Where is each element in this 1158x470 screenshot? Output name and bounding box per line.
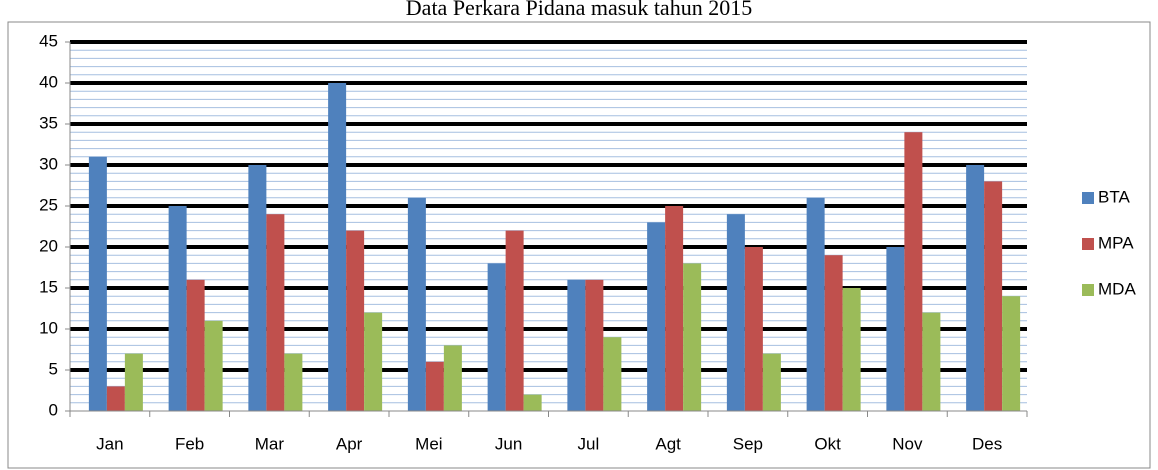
bar — [124, 353, 143, 411]
x-tick-label: Jul — [578, 434, 600, 453]
bar — [248, 165, 267, 411]
bar — [425, 361, 444, 411]
bar — [266, 214, 285, 411]
bar — [683, 263, 702, 411]
bar — [88, 156, 107, 411]
legend-label: MDA — [1098, 279, 1136, 298]
bar — [523, 394, 542, 411]
bar — [567, 279, 586, 411]
x-tick-label: Nov — [892, 434, 923, 453]
y-tick-label: 35 — [39, 113, 58, 132]
bar — [443, 345, 462, 411]
bar — [806, 197, 825, 411]
x-tick-label: Mei — [415, 434, 442, 453]
bar — [346, 230, 365, 411]
chart-title: Data Perkara Pidana masuk tahun 2015 — [406, 0, 752, 20]
x-tick-label: Jan — [96, 434, 123, 453]
y-tick-label: 40 — [39, 72, 58, 91]
bar — [824, 255, 843, 411]
x-tick-label: Jun — [495, 434, 522, 453]
x-tick-label: Agt — [655, 434, 681, 453]
bar — [505, 230, 524, 411]
y-tick-label: 5 — [49, 359, 58, 378]
y-tick-label: 15 — [39, 277, 58, 296]
bar — [487, 263, 506, 411]
bar — [762, 353, 781, 411]
y-tick-label: 25 — [39, 195, 58, 214]
bar — [585, 279, 604, 411]
bar — [603, 337, 622, 411]
bar — [665, 206, 684, 411]
bar — [647, 222, 666, 411]
bar — [744, 247, 763, 411]
legend-label: MPA — [1098, 233, 1134, 252]
bar — [168, 206, 187, 411]
y-tick-label: 45 — [39, 31, 58, 50]
x-tick-label: Okt — [814, 434, 841, 453]
bar — [204, 320, 223, 411]
legend-swatch — [1082, 192, 1094, 204]
legend-label: BTA — [1098, 187, 1130, 206]
bar — [966, 165, 985, 411]
x-tick-label: Des — [972, 434, 1002, 453]
bar — [364, 312, 383, 411]
bar — [886, 247, 905, 411]
x-tick-label: Feb — [175, 434, 204, 453]
bar — [922, 312, 941, 411]
bar — [284, 353, 303, 411]
bar — [904, 132, 923, 411]
bar — [842, 288, 861, 411]
legend-swatch — [1082, 284, 1094, 296]
y-tick-label: 20 — [39, 236, 58, 255]
bar — [186, 279, 205, 411]
bar — [1002, 296, 1021, 411]
y-tick-label: 10 — [39, 318, 58, 337]
y-tick-label: 0 — [49, 400, 58, 419]
bar — [328, 83, 347, 411]
bar — [407, 197, 426, 411]
y-tick-label: 30 — [39, 154, 58, 173]
bar — [106, 386, 125, 411]
x-tick-label: Mar — [255, 434, 285, 453]
legend-swatch — [1082, 238, 1094, 250]
bar — [984, 181, 1003, 411]
bar — [726, 214, 745, 411]
x-tick-label: Apr — [336, 434, 363, 453]
x-tick-label: Sep — [733, 434, 763, 453]
